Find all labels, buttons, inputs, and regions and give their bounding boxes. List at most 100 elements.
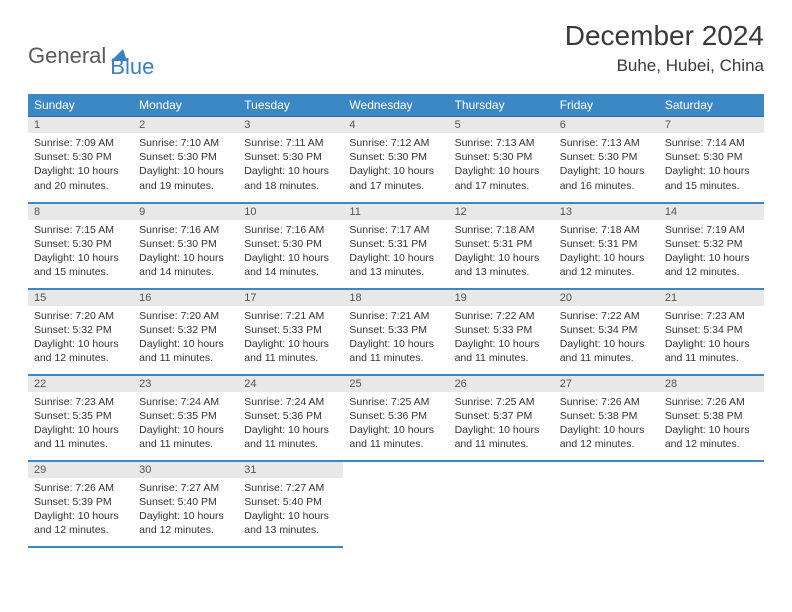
- daylight-text: Daylight: 10 hours and 15 minutes.: [665, 164, 758, 192]
- day-number: 13: [554, 204, 659, 220]
- weekday-header: Sunday: [28, 94, 133, 117]
- daylight-text: Daylight: 10 hours and 12 minutes.: [560, 423, 653, 451]
- calendar-day-cell: 22Sunrise: 7:23 AMSunset: 5:35 PMDayligh…: [28, 375, 133, 461]
- sunrise-text: Sunrise: 7:15 AM: [34, 223, 127, 237]
- calendar-day-cell: 1Sunrise: 7:09 AMSunset: 5:30 PMDaylight…: [28, 117, 133, 203]
- sunrise-text: Sunrise: 7:21 AM: [349, 309, 442, 323]
- calendar-week-row: 8Sunrise: 7:15 AMSunset: 5:30 PMDaylight…: [28, 203, 764, 289]
- day-number: 24: [238, 376, 343, 392]
- day-number: 19: [449, 290, 554, 306]
- sunrise-text: Sunrise: 7:16 AM: [139, 223, 232, 237]
- day-data: Sunrise: 7:27 AMSunset: 5:40 PMDaylight:…: [133, 478, 238, 543]
- day-data: Sunrise: 7:09 AMSunset: 5:30 PMDaylight:…: [28, 133, 133, 198]
- sunset-text: Sunset: 5:30 PM: [139, 237, 232, 251]
- day-data: Sunrise: 7:18 AMSunset: 5:31 PMDaylight:…: [554, 220, 659, 285]
- day-number: 18: [343, 290, 448, 306]
- sunset-text: Sunset: 5:33 PM: [244, 323, 337, 337]
- sunset-text: Sunset: 5:32 PM: [34, 323, 127, 337]
- sunrise-text: Sunrise: 7:23 AM: [34, 395, 127, 409]
- sunrise-text: Sunrise: 7:20 AM: [139, 309, 232, 323]
- day-data: Sunrise: 7:21 AMSunset: 5:33 PMDaylight:…: [343, 306, 448, 371]
- daylight-text: Daylight: 10 hours and 12 minutes.: [34, 337, 127, 365]
- day-data: Sunrise: 7:26 AMSunset: 5:38 PMDaylight:…: [659, 392, 764, 457]
- calendar-day-cell: 10Sunrise: 7:16 AMSunset: 5:30 PMDayligh…: [238, 203, 343, 289]
- page-title: December 2024: [565, 20, 764, 52]
- sunrise-text: Sunrise: 7:10 AM: [139, 136, 232, 150]
- weekday-header: Monday: [133, 94, 238, 117]
- calendar-day-cell: 4Sunrise: 7:12 AMSunset: 5:30 PMDaylight…: [343, 117, 448, 203]
- daylight-text: Daylight: 10 hours and 14 minutes.: [139, 251, 232, 279]
- day-data: Sunrise: 7:16 AMSunset: 5:30 PMDaylight:…: [238, 220, 343, 285]
- calendar-table: Sunday Monday Tuesday Wednesday Thursday…: [28, 94, 764, 548]
- calendar-day-cell: 17Sunrise: 7:21 AMSunset: 5:33 PMDayligh…: [238, 289, 343, 375]
- calendar-day-cell: [554, 461, 659, 547]
- calendar-day-cell: 26Sunrise: 7:25 AMSunset: 5:37 PMDayligh…: [449, 375, 554, 461]
- calendar-body: 1Sunrise: 7:09 AMSunset: 5:30 PMDaylight…: [28, 117, 764, 547]
- calendar-day-cell: [449, 461, 554, 547]
- sunrise-text: Sunrise: 7:26 AM: [560, 395, 653, 409]
- sunset-text: Sunset: 5:30 PM: [139, 150, 232, 164]
- sunrise-text: Sunrise: 7:17 AM: [349, 223, 442, 237]
- day-number: 30: [133, 462, 238, 478]
- daylight-text: Daylight: 10 hours and 17 minutes.: [349, 164, 442, 192]
- calendar-day-cell: [343, 461, 448, 547]
- day-number: 7: [659, 117, 764, 133]
- logo: General Blue: [28, 20, 154, 80]
- sunset-text: Sunset: 5:30 PM: [560, 150, 653, 164]
- sunrise-text: Sunrise: 7:25 AM: [349, 395, 442, 409]
- daylight-text: Daylight: 10 hours and 11 minutes.: [244, 423, 337, 451]
- day-number: 17: [238, 290, 343, 306]
- calendar-day-cell: 2Sunrise: 7:10 AMSunset: 5:30 PMDaylight…: [133, 117, 238, 203]
- day-number: 20: [554, 290, 659, 306]
- sunrise-text: Sunrise: 7:20 AM: [34, 309, 127, 323]
- daylight-text: Daylight: 10 hours and 11 minutes.: [349, 423, 442, 451]
- sunrise-text: Sunrise: 7:13 AM: [455, 136, 548, 150]
- daylight-text: Daylight: 10 hours and 14 minutes.: [244, 251, 337, 279]
- day-number: 6: [554, 117, 659, 133]
- day-number: 11: [343, 204, 448, 220]
- sunset-text: Sunset: 5:34 PM: [665, 323, 758, 337]
- calendar-day-cell: 14Sunrise: 7:19 AMSunset: 5:32 PMDayligh…: [659, 203, 764, 289]
- sunset-text: Sunset: 5:30 PM: [665, 150, 758, 164]
- calendar-day-cell: 27 Sunrise: 7:26 AMSunset: 5:38 PMDayligh…: [554, 375, 659, 461]
- day-data: Sunrise: 7:12 AMSunset: 5:30 PMDaylight:…: [343, 133, 448, 198]
- weekday-header: Friday: [554, 94, 659, 117]
- daylight-text: Daylight: 10 hours and 11 minutes.: [139, 423, 232, 451]
- calendar-day-cell: 8Sunrise: 7:15 AMSunset: 5:30 PMDaylight…: [28, 203, 133, 289]
- weekday-header: Tuesday: [238, 94, 343, 117]
- calendar-day-cell: 16Sunrise: 7:20 AMSunset: 5:32 PMDayligh…: [133, 289, 238, 375]
- day-number: 2: [133, 117, 238, 133]
- daylight-text: Daylight: 10 hours and 13 minutes.: [455, 251, 548, 279]
- day-number: 27: [554, 376, 659, 392]
- weekday-header: Saturday: [659, 94, 764, 117]
- sunrise-text: Sunrise: 7:09 AM: [34, 136, 127, 150]
- calendar-week-row: 1Sunrise: 7:09 AMSunset: 5:30 PMDaylight…: [28, 117, 764, 203]
- calendar-day-cell: 15Sunrise: 7:20 AMSunset: 5:32 PMDayligh…: [28, 289, 133, 375]
- day-data: Sunrise: 7:25 AMSunset: 5:37 PMDaylight:…: [449, 392, 554, 457]
- day-data: Sunrise: 7:15 AMSunset: 5:30 PMDaylight:…: [28, 220, 133, 285]
- sunset-text: Sunset: 5:30 PM: [244, 237, 337, 251]
- calendar-week-row: 15Sunrise: 7:20 AMSunset: 5:32 PMDayligh…: [28, 289, 764, 375]
- page-header: General Blue December 2024 Buhe, Hubei, …: [28, 20, 764, 80]
- day-data: Sunrise: 7:23 AMSunset: 5:35 PMDaylight:…: [28, 392, 133, 457]
- sunrise-text: Sunrise: 7:24 AM: [244, 395, 337, 409]
- day-number: 12: [449, 204, 554, 220]
- weekday-header: Thursday: [449, 94, 554, 117]
- sunrise-text: Sunrise: 7:27 AM: [139, 481, 232, 495]
- daylight-text: Daylight: 10 hours and 11 minutes.: [34, 423, 127, 451]
- sunrise-text: Sunrise: 7:21 AM: [244, 309, 337, 323]
- sunset-text: Sunset: 5:38 PM: [560, 409, 653, 423]
- calendar-day-cell: 20Sunrise: 7:22 AMSunset: 5:34 PMDayligh…: [554, 289, 659, 375]
- sunrise-text: Sunrise: 7:18 AM: [455, 223, 548, 237]
- day-number: 29: [28, 462, 133, 478]
- daylight-text: Daylight: 10 hours and 11 minutes.: [349, 337, 442, 365]
- calendar-day-cell: 21Sunrise: 7:23 AMSunset: 5:34 PMDayligh…: [659, 289, 764, 375]
- sunset-text: Sunset: 5:40 PM: [244, 495, 337, 509]
- calendar-day-cell: 6Sunrise: 7:13 AMSunset: 5:30 PMDaylight…: [554, 117, 659, 203]
- day-number: 16: [133, 290, 238, 306]
- sunset-text: Sunset: 5:35 PM: [34, 409, 127, 423]
- day-number: 21: [659, 290, 764, 306]
- sunset-text: Sunset: 5:39 PM: [34, 495, 127, 509]
- day-number: 22: [28, 376, 133, 392]
- day-data: Sunrise: 7:27 AMSunset: 5:40 PMDaylight:…: [238, 478, 343, 543]
